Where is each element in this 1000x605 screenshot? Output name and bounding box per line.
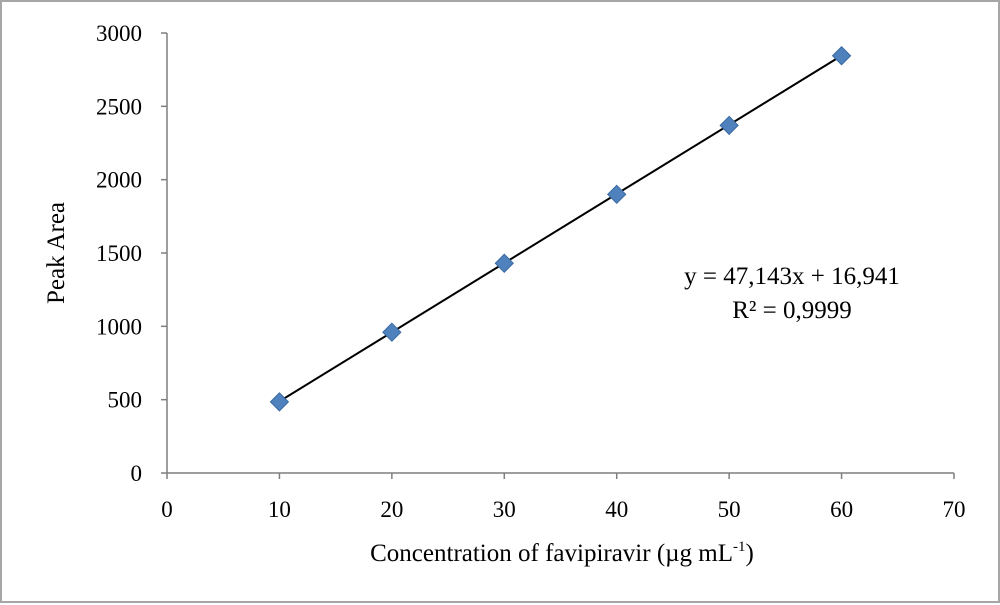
x-tick-label: 30 <box>493 497 516 522</box>
x-tick-label: 70 <box>943 497 966 522</box>
x-tick-label: 60 <box>830 497 853 522</box>
data-points <box>269 46 852 412</box>
y-tick-label: 2000 <box>96 168 142 193</box>
y-tick-label: 1500 <box>96 241 142 266</box>
trendline-group <box>278 54 843 403</box>
x-tick-label: 20 <box>380 497 403 522</box>
x-axis-title-main: Concentration of favipiravir (µg mL <box>370 540 733 567</box>
axes <box>166 33 954 474</box>
x-tick-label: 40 <box>605 497 628 522</box>
x-tick-label: 0 <box>161 497 173 522</box>
data-point <box>831 46 852 66</box>
trendline-equation: y = 47,143x + 16,941 <box>684 263 900 290</box>
data-point <box>382 322 402 342</box>
x-ticks: 0 10 20 30 40 50 60 70 <box>161 473 966 522</box>
data-point <box>719 115 739 136</box>
y-tick-label: 2500 <box>96 94 142 119</box>
y-tick-label: 500 <box>108 388 143 413</box>
x-axis-title-close: ) <box>746 540 754 567</box>
y-ticks: 0 500 1000 1500 2000 2500 3000 <box>96 21 167 486</box>
y-tick-label: 3000 <box>96 21 142 46</box>
y-axis-title: Peak Area <box>43 202 70 304</box>
trendline <box>278 54 843 403</box>
y-tick-label: 1000 <box>96 314 142 339</box>
trendline-r-squared: R² = 0,9999 <box>732 297 852 324</box>
data-point <box>269 392 290 412</box>
data-point <box>607 184 627 205</box>
x-axis-title: Concentration of favipiravir (µg mL-1) <box>370 539 754 567</box>
x-axis-title-superscript: -1 <box>733 539 746 555</box>
x-tick-label: 50 <box>718 497 741 522</box>
y-tick-label: 0 <box>131 461 143 486</box>
x-tick-label: 10 <box>268 497 291 522</box>
data-point <box>494 253 514 273</box>
